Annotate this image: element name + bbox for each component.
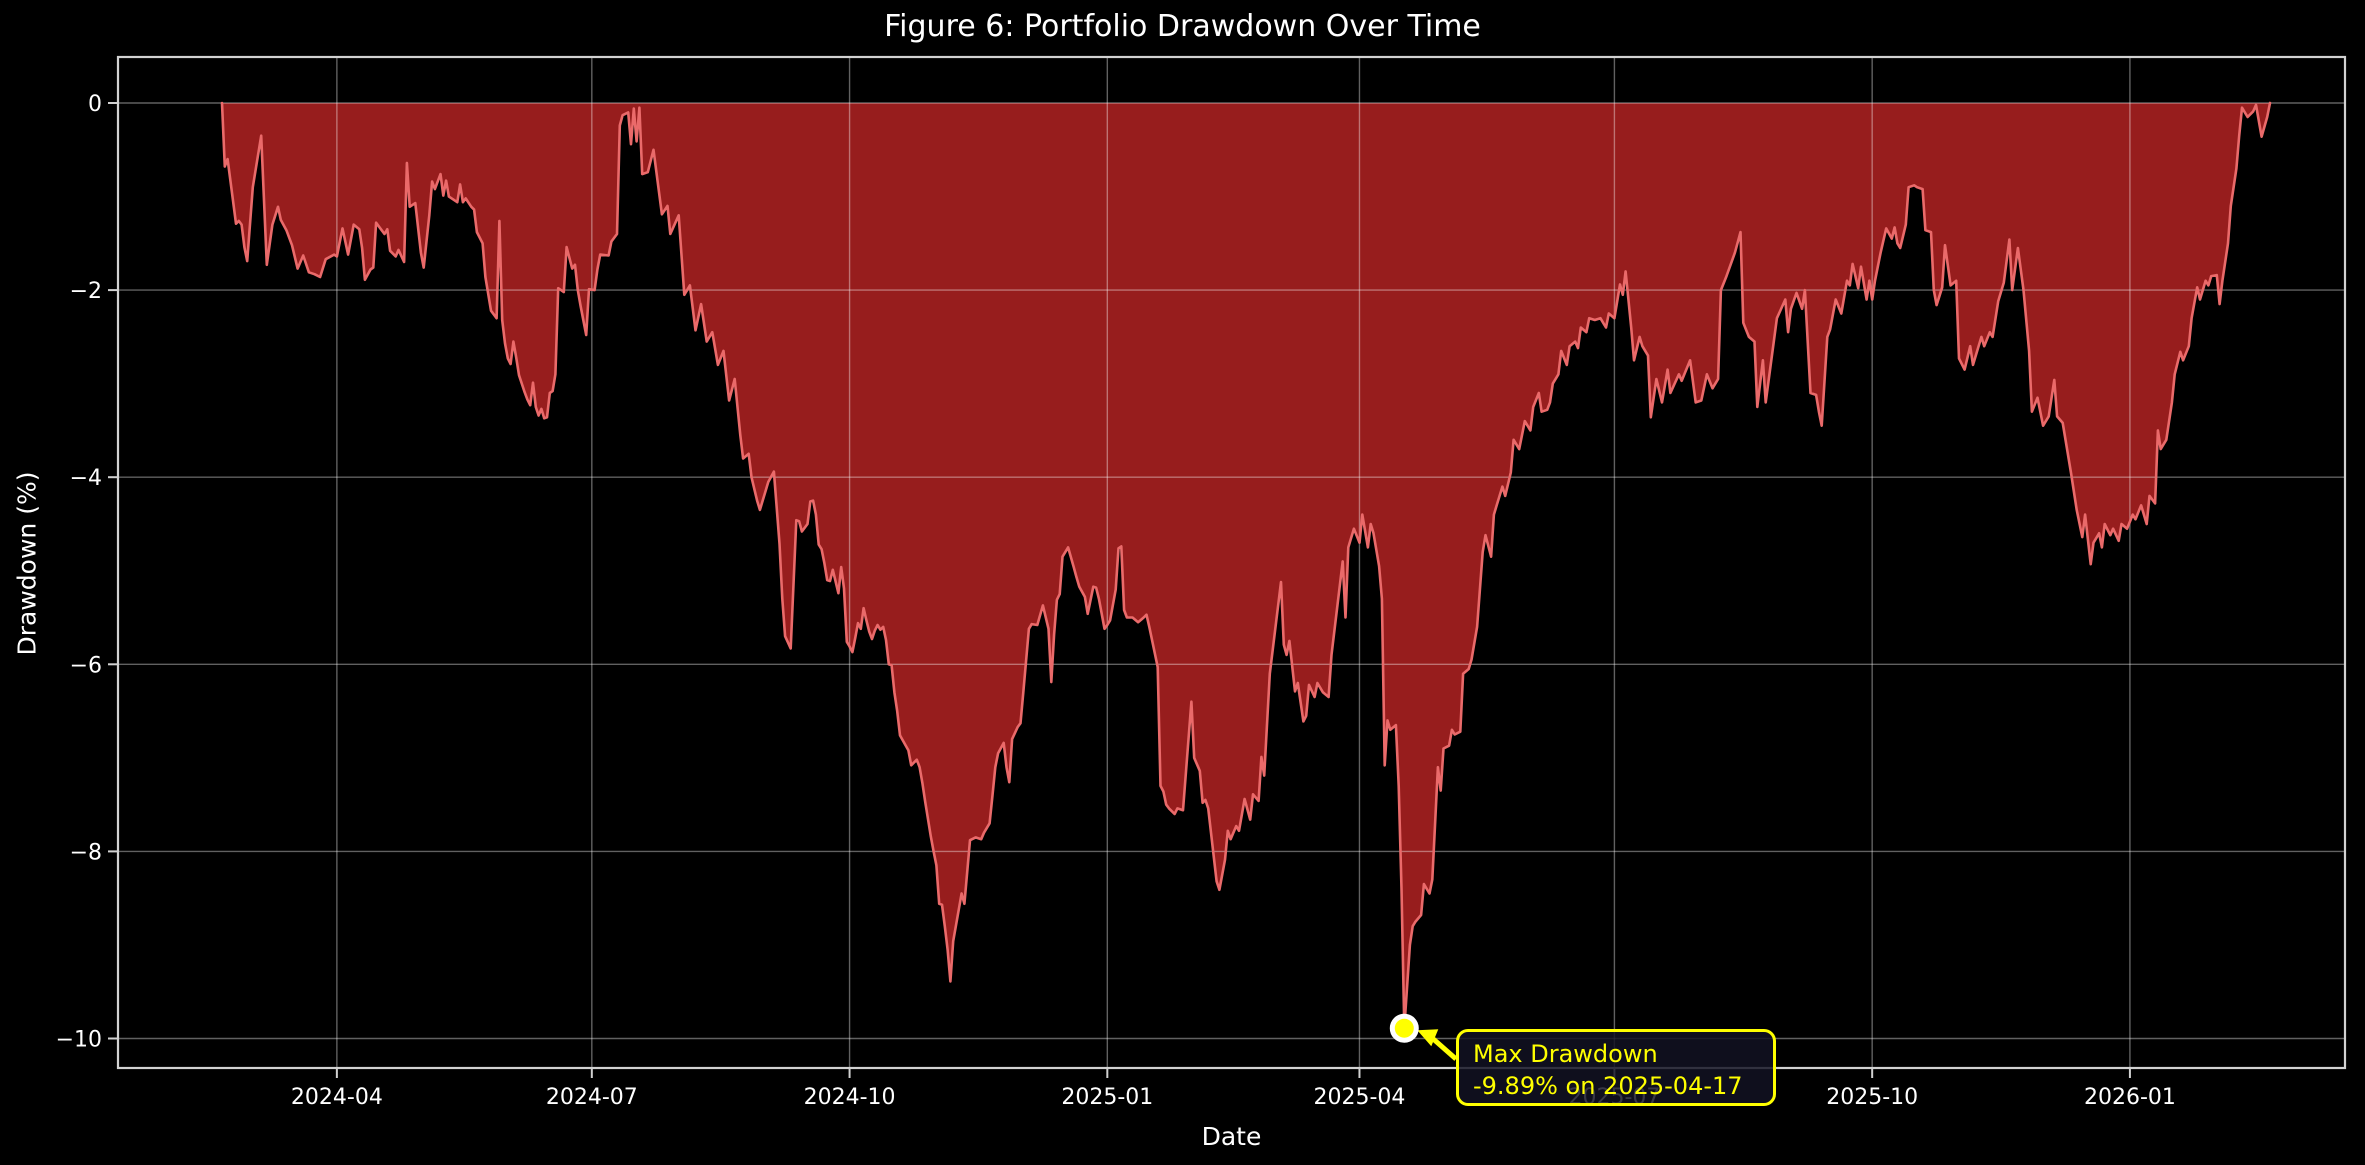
x-tick-label-2025-04: 2025-04 [1314, 1085, 1406, 1110]
y-axis-label: Drawdown (%) [12, 471, 42, 656]
x-tick-label-2024-10: 2024-10 [804, 1085, 896, 1110]
y-tick-label-−8: −8 [70, 840, 102, 865]
annotation-title: Max Drawdown [1473, 1040, 1658, 1068]
y-tick-label-−2: −2 [70, 279, 102, 304]
y-tick-label-−4: −4 [70, 466, 102, 491]
x-tick-label-2025-01: 2025-01 [1061, 1085, 1153, 1110]
annotation-value: -9.89% on 2025-04-17 [1473, 1072, 1743, 1100]
max-drawdown-marker [1389, 1013, 1419, 1043]
chart-title: Figure 6: Portfolio Drawdown Over Time [884, 9, 1481, 44]
x-tick-label-2026-01: 2026-01 [2084, 1085, 2176, 1110]
y-tick-label-0: 0 [88, 92, 102, 117]
axes-frame [116, 55, 2347, 1070]
x-axis-label: Date [1201, 1122, 1262, 1151]
y-tick-label-−10: −10 [56, 1028, 102, 1053]
x-tick-label-2025-10: 2025-10 [1826, 1085, 1918, 1110]
drawdown-fill-area [222, 103, 2270, 1029]
y-tick-label-−6: −6 [70, 653, 102, 678]
annotation-arrowhead [1417, 1029, 1439, 1047]
x-tick-label-2024-04: 2024-04 [291, 1085, 383, 1110]
x-tick-label-2024-07: 2024-07 [546, 1085, 638, 1110]
drawdown-line [220, 101, 2272, 1030]
annotation-arrow-line [1429, 1035, 1458, 1061]
max-drawdown-annotation: Max Drawdown -9.89% on 2025-04-17 [1456, 1029, 1776, 1106]
